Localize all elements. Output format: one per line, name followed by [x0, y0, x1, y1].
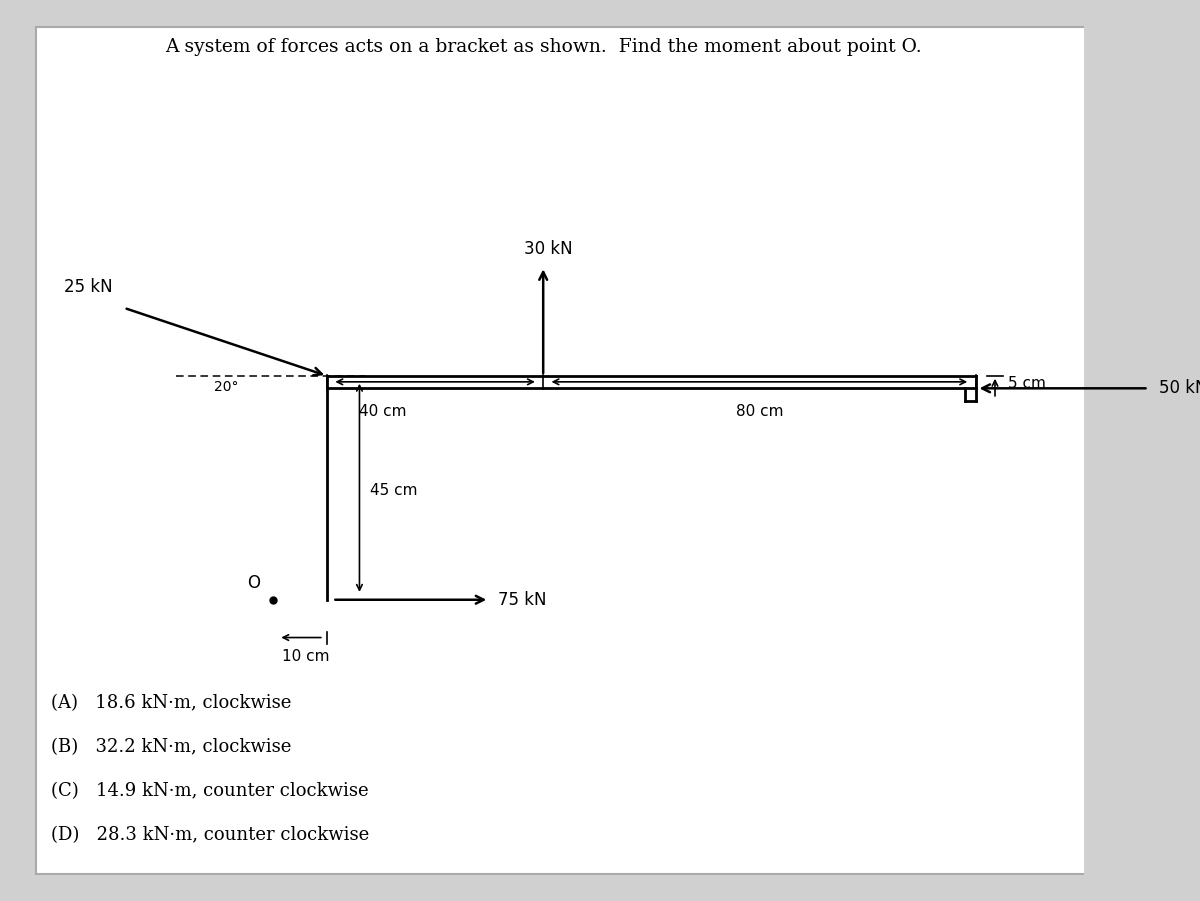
Text: 80 cm: 80 cm [736, 404, 784, 419]
Text: A system of forces acts on a bracket as shown.  Find the moment about point O.: A system of forces acts on a bracket as … [164, 38, 922, 56]
Text: (A)   18.6 kN·m, clockwise: (A) 18.6 kN·m, clockwise [52, 695, 292, 713]
Text: 10 cm: 10 cm [282, 650, 329, 665]
Text: O: O [247, 574, 260, 592]
Text: (D)   28.3 kN·m, counter clockwise: (D) 28.3 kN·m, counter clockwise [52, 825, 370, 843]
Text: 25 kN: 25 kN [65, 278, 113, 296]
Text: 45 cm: 45 cm [371, 483, 418, 497]
Text: 20°: 20° [214, 380, 238, 394]
Text: 30 kN: 30 kN [524, 241, 572, 259]
Text: (C)   14.9 kN·m, counter clockwise: (C) 14.9 kN·m, counter clockwise [52, 782, 370, 800]
FancyBboxPatch shape [36, 27, 1164, 874]
Text: 50 kN: 50 kN [1159, 379, 1200, 397]
Text: 5 cm: 5 cm [1008, 376, 1046, 391]
Text: 75 kN: 75 kN [498, 591, 546, 609]
Text: (B)   32.2 kN·m, clockwise: (B) 32.2 kN·m, clockwise [52, 738, 292, 756]
Text: 40 cm: 40 cm [360, 404, 407, 419]
